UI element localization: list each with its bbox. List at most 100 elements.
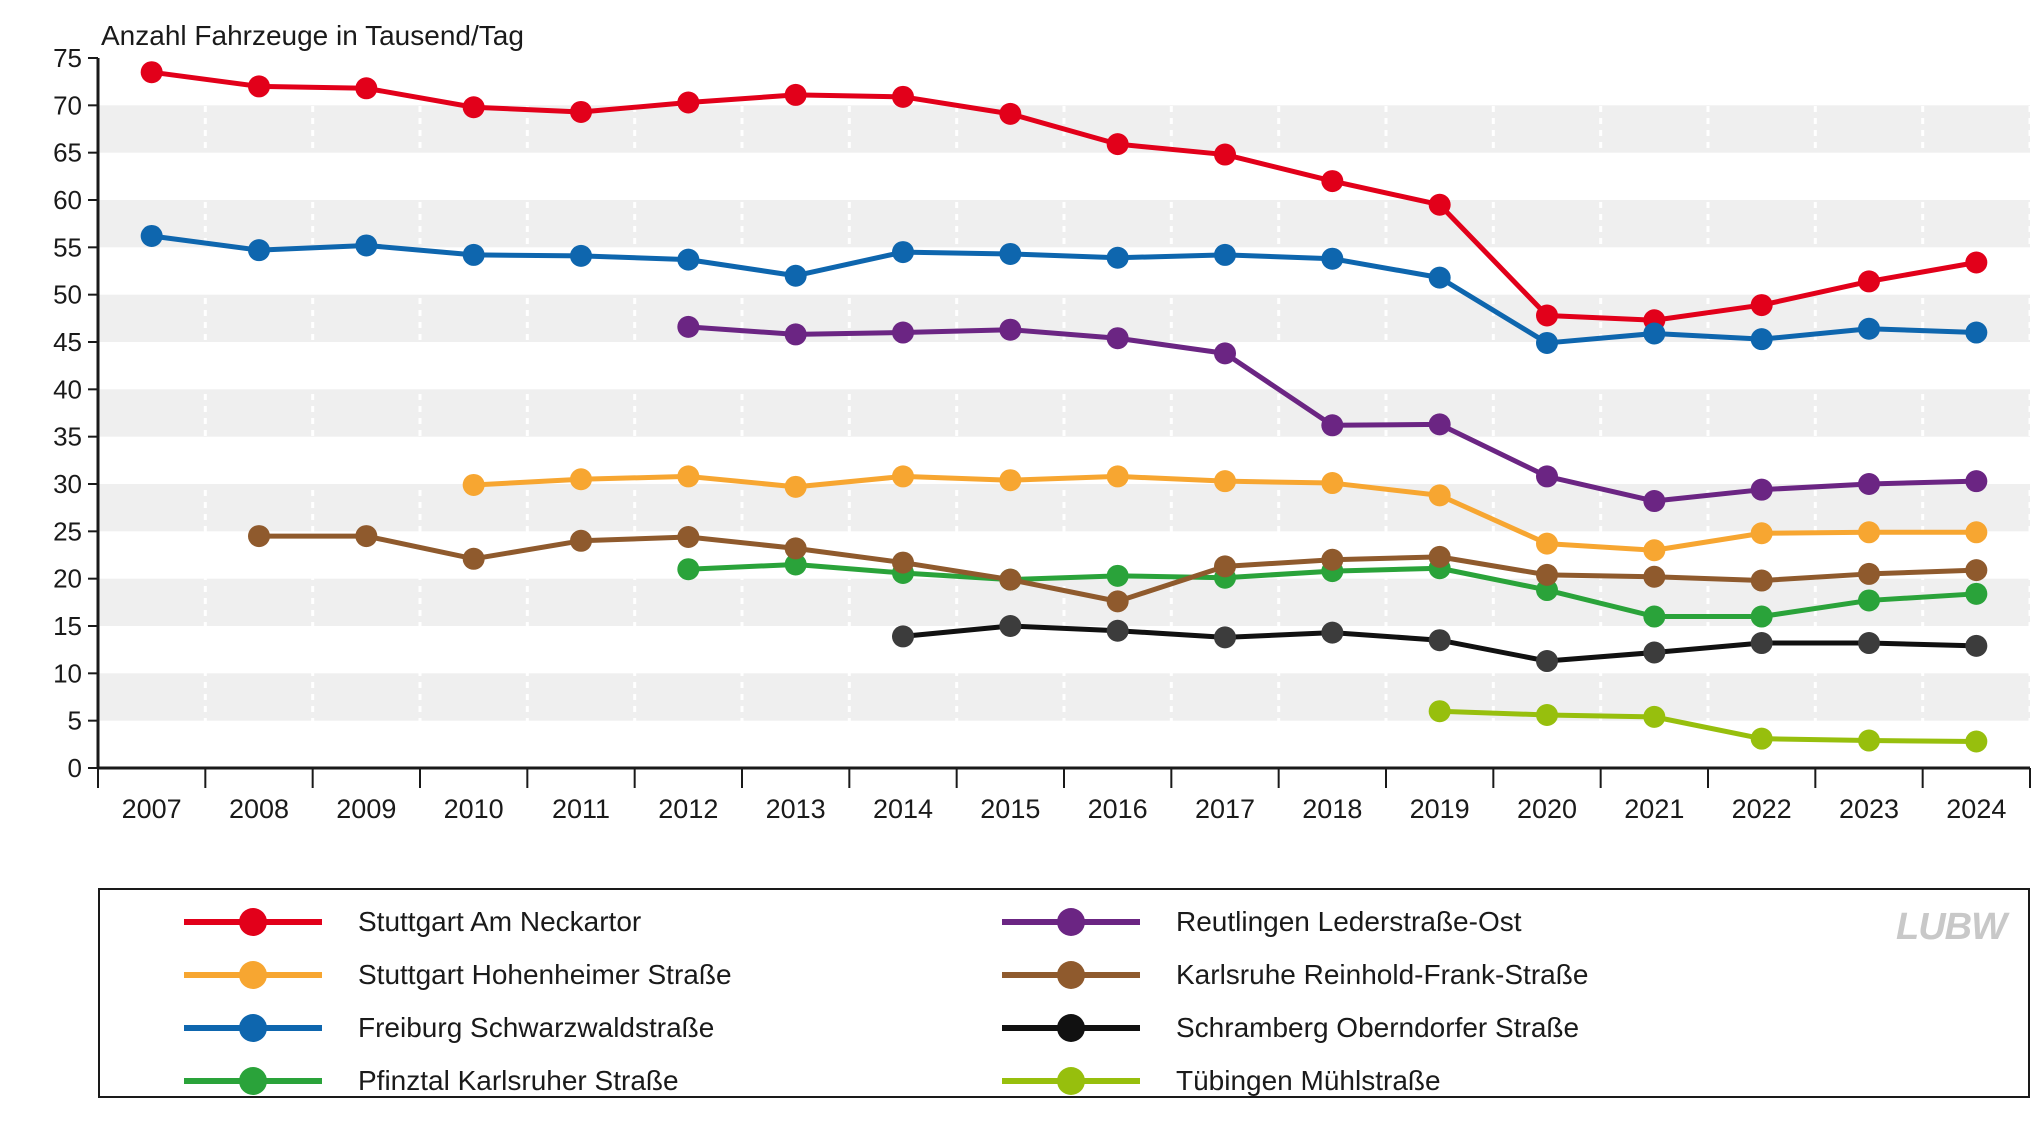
y-tick-label: 55 xyxy=(53,232,82,262)
y-tick-label: 50 xyxy=(53,280,82,310)
y-tick-label: 70 xyxy=(53,90,82,120)
data-point xyxy=(1214,243,1236,266)
vertical-gridlines xyxy=(203,58,2032,768)
data-point xyxy=(1428,700,1451,723)
data-point xyxy=(248,75,270,98)
legend-swatch xyxy=(184,1067,322,1095)
data-point xyxy=(462,547,485,570)
y-tick-label: 40 xyxy=(53,374,82,404)
data-point xyxy=(1750,294,1773,317)
y-tick-label: 30 xyxy=(53,469,82,499)
data-point xyxy=(1643,490,1666,513)
data-point xyxy=(1536,532,1558,555)
legend-label: Reutlingen Lederstraße-Ost xyxy=(1176,906,1522,937)
y-tick-label: 5 xyxy=(68,706,82,736)
data-point xyxy=(570,100,592,123)
legend-swatch xyxy=(1002,1067,1140,1095)
data-point xyxy=(1536,650,1558,673)
data-point xyxy=(140,61,163,84)
x-axis-ticks: 2007 2008 2009 2010 2011 2012 2013 2014 2015 2016… xyxy=(97,768,2031,824)
legend-swatch xyxy=(1002,961,1140,989)
data-point xyxy=(677,315,700,338)
data-point xyxy=(1214,342,1236,365)
data-point xyxy=(1106,590,1129,613)
data-point xyxy=(892,551,914,574)
data-point xyxy=(462,243,485,266)
legend-swatch xyxy=(1002,908,1140,936)
lubw-logo: LUBW xyxy=(1896,906,2007,948)
data-point xyxy=(1858,729,1880,752)
series-line xyxy=(151,233,1977,346)
legend-swatch xyxy=(184,908,322,936)
legend-item: Tübingen Mühlstraße xyxy=(1000,1061,1560,1101)
y-tick-label: 65 xyxy=(53,138,82,168)
x-tick-label: 2012 xyxy=(658,794,718,824)
data-point xyxy=(1858,317,1880,340)
data-point xyxy=(1536,563,1558,586)
data-point xyxy=(1321,247,1344,270)
data-point xyxy=(1965,321,1988,344)
x-tick-label: 2008 xyxy=(229,794,289,824)
series-line xyxy=(151,69,1977,323)
data-point xyxy=(1750,328,1773,351)
x-tick-label: 2017 xyxy=(1195,794,1255,824)
x-tick-label: 2022 xyxy=(1732,794,1792,824)
data-point xyxy=(1536,703,1558,726)
x-tick-label: 2015 xyxy=(980,794,1040,824)
x-tick-label: 2009 xyxy=(336,794,396,824)
legend-item: Schramberg Oberndorfer Straße xyxy=(1000,1008,1579,1048)
x-tick-label: 2013 xyxy=(766,794,826,824)
data-point xyxy=(1643,565,1666,588)
data-point xyxy=(892,85,914,108)
data-point xyxy=(784,553,807,576)
data-point xyxy=(1536,465,1558,488)
data-point xyxy=(1643,605,1666,628)
data-point xyxy=(462,96,485,119)
data-point xyxy=(1858,632,1880,655)
x-tick-label: 2016 xyxy=(1088,794,1148,824)
data-point xyxy=(1536,579,1558,602)
series-reutlingen-lederstra-e-ost xyxy=(677,315,1988,513)
legend-item: Karlsruhe Reinhold-Frank-Straße xyxy=(1000,955,1588,995)
legend-label: Schramberg Oberndorfer Straße xyxy=(1176,1012,1580,1043)
data-point xyxy=(1428,193,1451,216)
data-point xyxy=(1536,331,1558,354)
data-point xyxy=(999,318,1022,341)
data-point xyxy=(1858,473,1880,495)
legend-item: Pfinztal Karlsruher Straße xyxy=(182,1061,742,1101)
data-point xyxy=(1643,539,1666,562)
data-point xyxy=(1858,521,1880,544)
x-tick-label: 2023 xyxy=(1839,794,1899,824)
data-point xyxy=(892,241,914,264)
legend-item: Reutlingen Lederstraße-Ost xyxy=(1000,902,1560,942)
data-point xyxy=(1643,322,1666,345)
data-point xyxy=(1428,484,1451,507)
y-axis-ticks: 0 5 10 15 20 25 30 35 40 45 50 55 60 65 70 75 xyxy=(53,43,98,783)
data-point xyxy=(248,525,270,548)
legend-item: Stuttgart Am Neckartor xyxy=(182,902,742,942)
data-point xyxy=(1750,522,1773,545)
data-point xyxy=(1106,327,1129,350)
data-point xyxy=(1965,582,1988,605)
data-point xyxy=(1643,705,1666,728)
data-point xyxy=(570,468,592,491)
data-point xyxy=(1858,562,1880,585)
data-point xyxy=(999,568,1022,591)
y-axis-label: Anzahl Fahrzeuge in Tausend/Tag xyxy=(101,20,524,51)
data-point xyxy=(999,102,1022,125)
data-point xyxy=(1643,641,1666,664)
y-tick-label: 35 xyxy=(53,422,82,452)
data-point xyxy=(1750,478,1773,501)
data-point xyxy=(999,242,1022,265)
data-point xyxy=(784,83,807,106)
data-point xyxy=(1428,266,1451,289)
data-point xyxy=(999,615,1022,637)
x-tick-label: 2019 xyxy=(1410,794,1470,824)
data-point xyxy=(784,475,807,498)
data-point xyxy=(1750,727,1773,750)
series-schramberg-oberndorfer-stra-e xyxy=(892,615,1988,673)
data-point xyxy=(570,529,592,552)
data-point xyxy=(1214,555,1236,578)
data-point xyxy=(677,91,700,114)
